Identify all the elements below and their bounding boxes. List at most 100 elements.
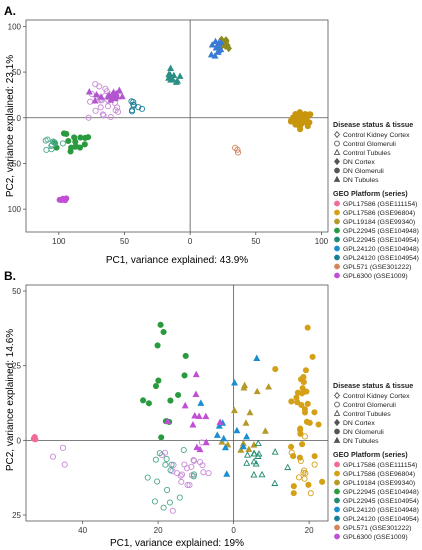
legend-platform-item: GPL22945 (GSE104948) (343, 489, 419, 496)
data-point (190, 471, 198, 478)
legend-color-swatch (334, 254, 340, 261)
legend-platform-item: GPL24120 (GSE104954) (343, 516, 419, 523)
data-point (92, 107, 99, 114)
data-point (302, 367, 309, 374)
data-point (243, 432, 251, 440)
data-point (168, 461, 175, 468)
legend-marker (334, 167, 340, 174)
legend-platform-item: GPL17586 (GSE111154) (343, 201, 417, 208)
data-point (213, 431, 221, 438)
data-point (189, 421, 197, 428)
data-point (181, 461, 188, 468)
legend-platform-item: GPL22945 (GSE104948) (343, 228, 419, 235)
data-point (178, 478, 185, 485)
legend-marker (334, 130, 340, 139)
data-point (271, 448, 279, 455)
data-point (212, 44, 220, 51)
data-point (297, 425, 304, 432)
data-point (85, 87, 93, 95)
data-point (172, 78, 180, 85)
data-point (223, 470, 231, 477)
data-point (250, 470, 258, 478)
x-tick-label: 20 (154, 526, 163, 535)
data-point (50, 138, 57, 145)
data-point (160, 504, 167, 511)
data-point (130, 101, 137, 108)
legend-platform-item: GPL17586 (GSE96804) (343, 210, 415, 217)
data-point (186, 481, 193, 489)
x-tick-label: 20 (305, 526, 314, 535)
data-point (311, 409, 318, 416)
data-point (216, 418, 224, 425)
panel-a-label: A. (4, 4, 16, 18)
legend-platform-title: GEO Platform (series) (333, 189, 408, 198)
y-tick-label: 100 (8, 22, 22, 31)
data-point (208, 41, 216, 48)
data-point (296, 454, 303, 461)
data-point (179, 471, 186, 478)
data-point (158, 434, 165, 441)
x-tick-label: 0 (231, 526, 236, 535)
legend-disease-title: Disease status & tissue (333, 120, 413, 129)
x-tick-label: 0 (188, 237, 193, 246)
data-point (68, 144, 75, 151)
data-point (230, 406, 238, 414)
legend-color-swatch (334, 515, 340, 522)
legend-platform-item: GPL6300 (GSE1009) (343, 273, 408, 280)
data-point (250, 449, 258, 457)
data-point (183, 465, 190, 472)
data-point (290, 483, 297, 490)
data-point (297, 457, 304, 464)
data-point (166, 499, 173, 506)
data-point (253, 387, 261, 395)
legend-marker (334, 401, 340, 408)
data-point (288, 398, 295, 405)
data-point (128, 108, 136, 115)
data-point (32, 436, 39, 443)
data-point (205, 470, 212, 477)
data-point (307, 490, 314, 497)
data-point (157, 321, 164, 328)
data-point (304, 324, 311, 331)
data-point (181, 401, 189, 409)
data-point (311, 453, 318, 460)
data-point (254, 439, 262, 447)
legend-color-swatch (334, 497, 340, 504)
data-point (104, 103, 111, 110)
data-point (239, 442, 247, 450)
data-point (299, 441, 306, 448)
data-point (193, 443, 201, 451)
y-tick-label: 100 (8, 205, 22, 214)
data-point (44, 136, 51, 143)
data-point (167, 467, 174, 474)
legend-disease-item: DN Glomeruli (343, 168, 384, 175)
legend-platform-item: GPL17586 (GSE111154) (343, 462, 417, 469)
y-tick-label: 25 (12, 362, 21, 371)
data-point (72, 143, 80, 150)
data-point (155, 377, 162, 384)
legend-color-swatch (334, 524, 340, 531)
data-point (111, 94, 119, 102)
legend-color-swatch (334, 506, 340, 513)
data-point (298, 401, 305, 409)
data-point (59, 140, 66, 147)
data-point (305, 481, 312, 488)
legend-color-swatch (334, 461, 340, 468)
panel-a: A. 100 50 0 50 100 100 50 0 50 100 PC1, variance … (4, 4, 329, 266)
data-point (290, 453, 297, 460)
legend-platform-item: GPL24120 (GSE104948) (343, 507, 419, 514)
legend-color-swatch (334, 218, 340, 225)
data-point (243, 459, 251, 466)
data-point (242, 419, 250, 426)
data-point (290, 490, 297, 497)
data-point (152, 456, 159, 463)
x-tick-label: 100 (315, 237, 329, 246)
data-point (250, 457, 258, 465)
data-point (81, 141, 88, 148)
data-point (173, 470, 181, 477)
data-point (284, 463, 292, 471)
legend-panel-a: Disease status & tissue Control Kidney Co… (333, 120, 419, 280)
data-point (235, 149, 242, 156)
data-point (295, 474, 303, 481)
data-point (100, 112, 107, 119)
